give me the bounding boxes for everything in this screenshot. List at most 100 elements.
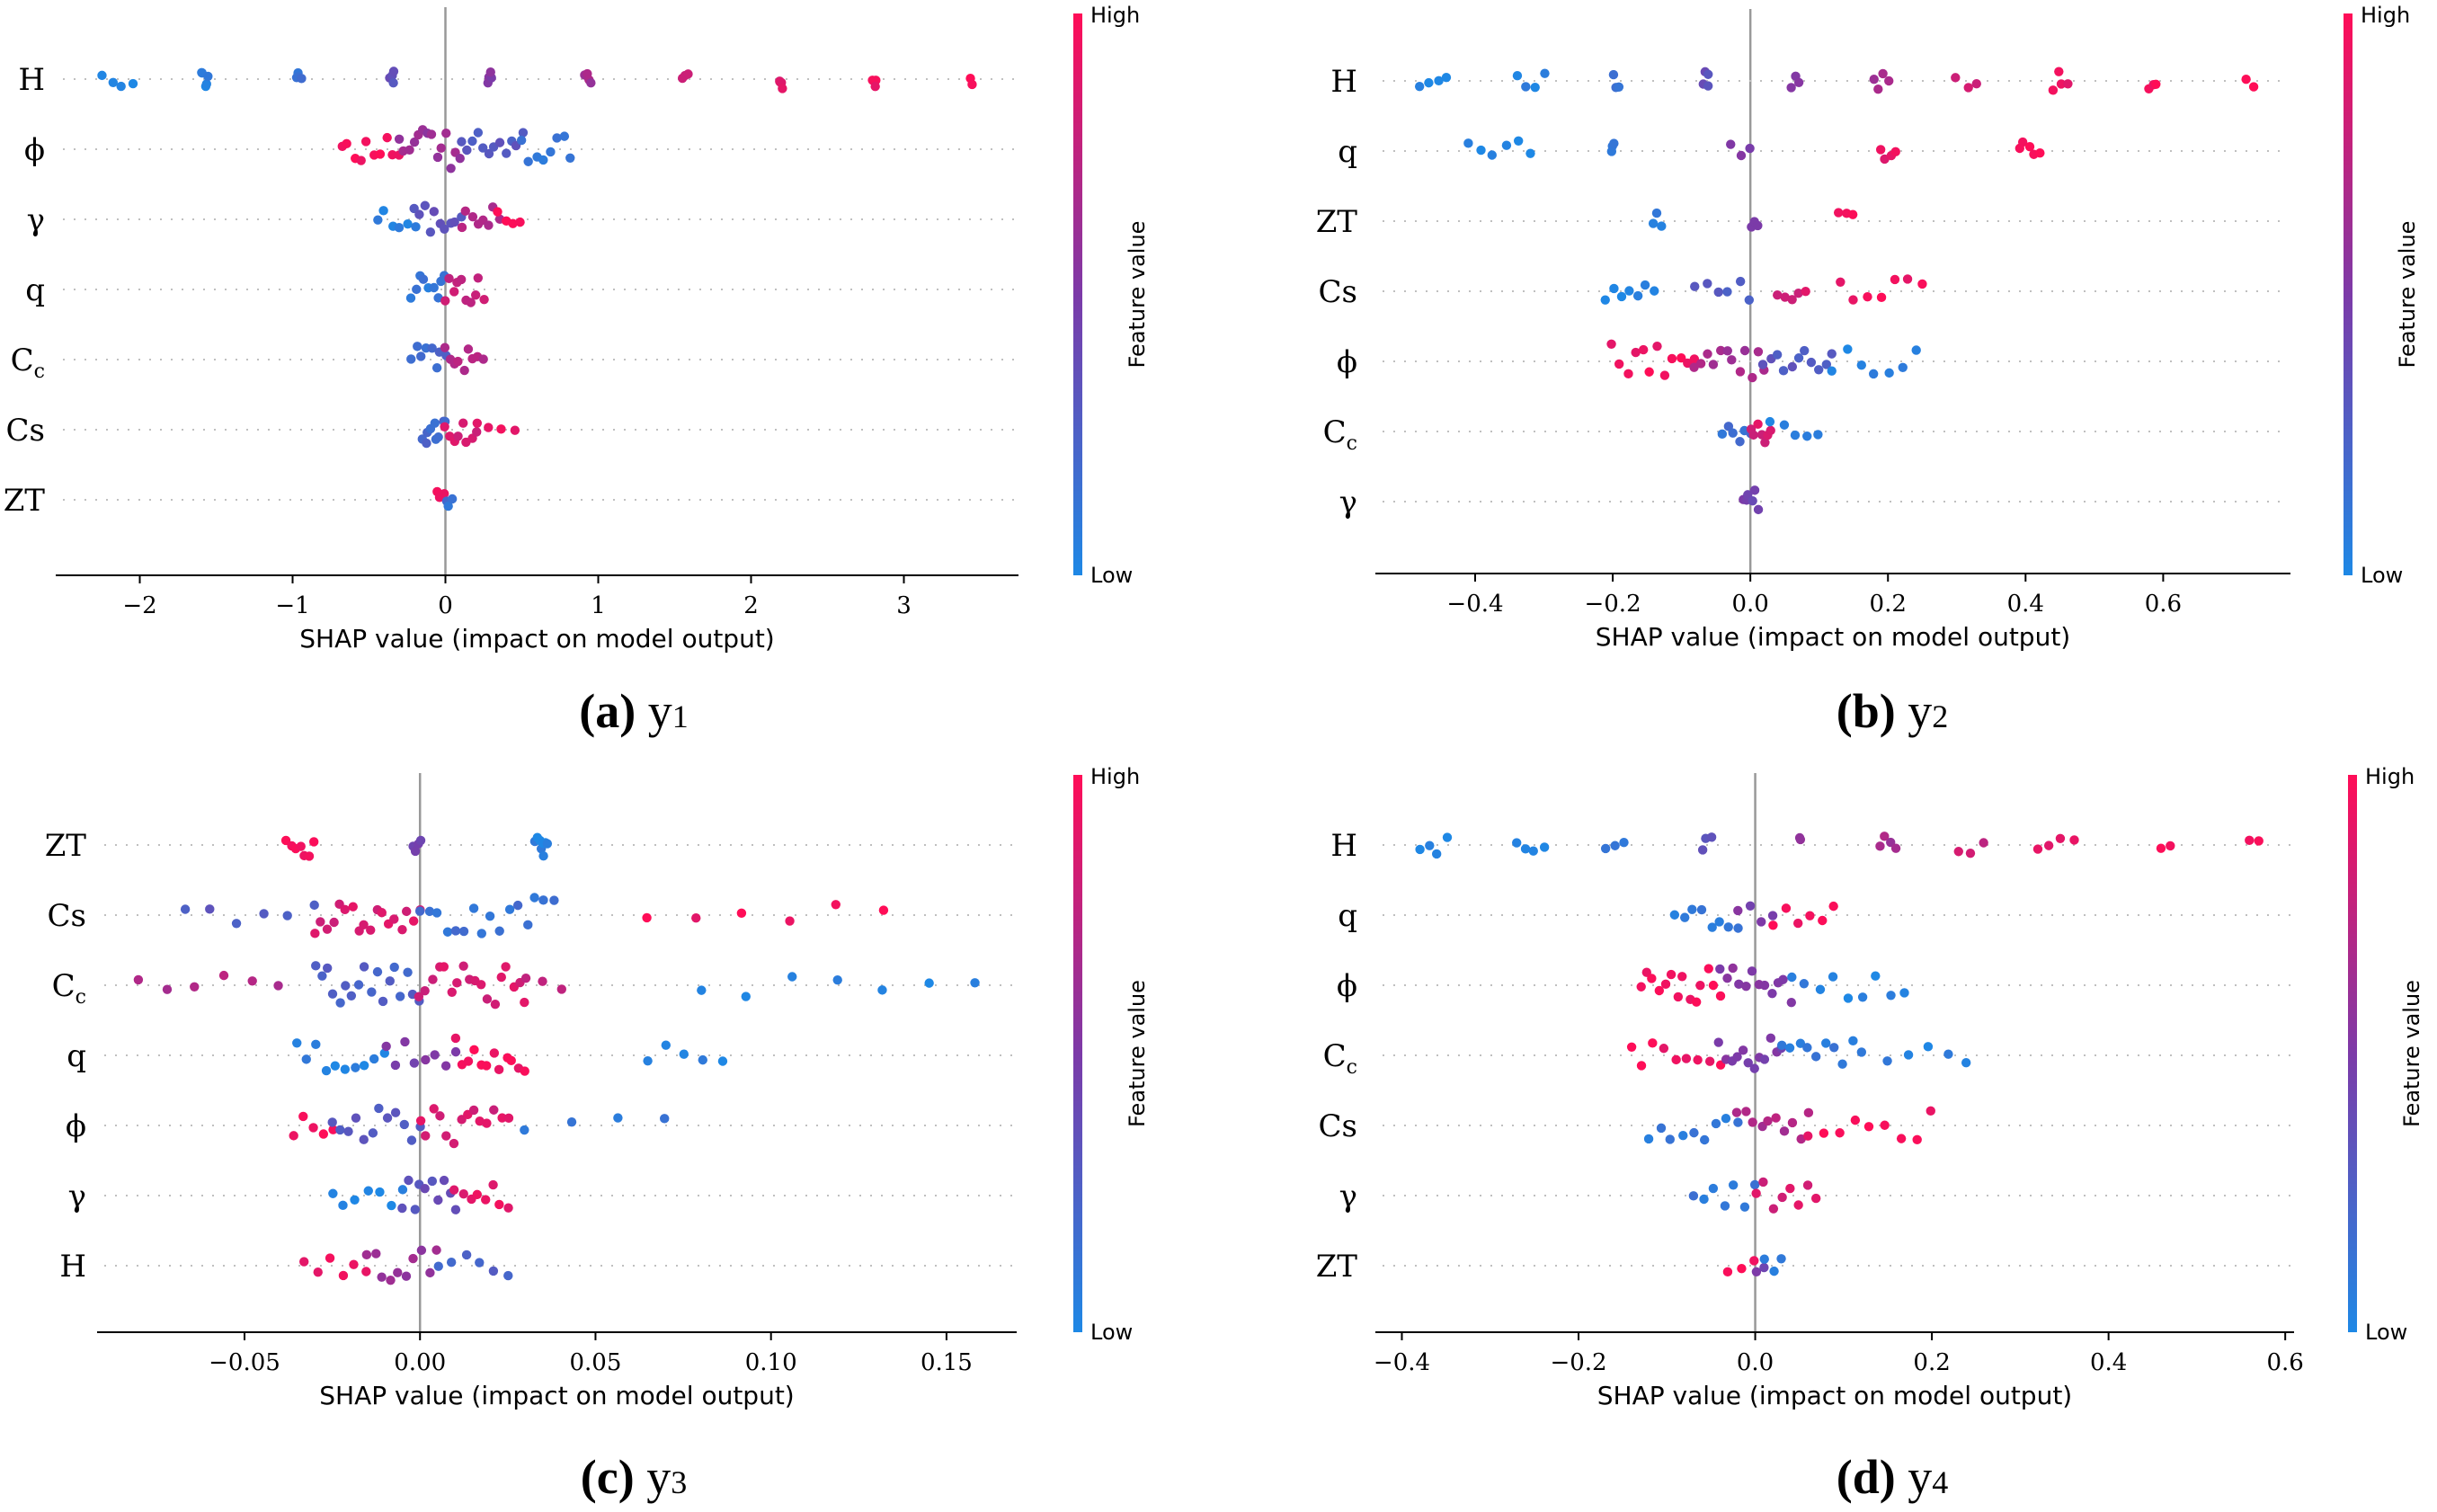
shap-point [420,985,430,996]
shap-point [1608,69,1619,80]
shap-point [1759,980,1770,991]
shap-point [1856,1047,1867,1057]
shap-point [316,917,325,927]
shap-point [359,962,369,972]
shap-point [453,431,463,441]
shap-point [342,138,351,149]
shap-point [546,147,556,157]
shap-point [586,78,596,88]
shap-point [559,131,570,141]
shap-point [1431,849,1442,859]
shap-point [388,67,399,76]
shap-point [1753,220,1763,231]
shap-point [1833,208,1844,218]
shap-point [2248,82,2259,92]
shap-point [341,981,351,991]
shap-point [1748,372,1757,383]
shap-point [1727,355,1737,365]
shap-point [484,148,494,159]
shap-point [397,1203,407,1214]
shap-point [1802,431,1812,441]
shap-point [1843,993,1854,1003]
shap-point [1741,1107,1751,1116]
shap-point [473,128,484,138]
shap-point [1751,1188,1761,1198]
shap-point [1677,353,1686,363]
shap-point [429,282,439,293]
shap-point [785,916,795,926]
shap-point [1606,339,1616,349]
shap-point [461,1250,472,1260]
shap-point [351,1063,360,1072]
shap-point [1647,974,1657,983]
shap-point [538,895,548,905]
shap-point [1525,148,1535,158]
colorbar-title: Feature value [2395,221,2420,369]
shap-point [259,909,269,919]
x-tick-label: −0.4 [1374,1349,1430,1376]
shap-point [778,84,787,93]
shap-point [416,1245,427,1256]
shap-point [458,1189,468,1199]
shap-point [2043,840,2054,850]
shap-point [1695,980,1705,991]
shap-point [1699,1134,1710,1145]
feature-label: Cs [6,413,45,449]
shap-point [1923,1042,1934,1052]
shap-point [289,1131,298,1141]
shap-point [496,972,506,983]
colorbar-title: Feature value [1125,221,1150,369]
shap-point [1501,140,1512,150]
x-tick-label: 1 [591,592,606,619]
shap-point [476,929,486,938]
feature-label: ZT [45,828,87,864]
shap-point [1703,349,1712,359]
shap-point [403,219,413,229]
shap-point [456,274,467,285]
caption-sub: 2 [1932,698,1949,734]
shap-point [1463,138,1473,148]
shap-point [1810,1052,1821,1062]
shap-point [449,1138,459,1149]
shap-point [691,913,701,923]
shap-point [429,1104,439,1114]
shap-point [349,1259,359,1269]
shap-point [1721,1114,1731,1124]
shap-point [512,900,523,911]
shap-point [1648,218,1659,228]
shap-point [1771,1113,1781,1123]
shap-point [447,494,458,504]
shap-point [390,1107,401,1117]
shap-point [1813,430,1823,440]
shap-point [1715,991,1726,1001]
shap-point [430,418,440,428]
shap-point [1876,292,1887,303]
shap-point [387,149,397,160]
colorbar-high-label: High [1090,3,1140,28]
shap-point [2024,142,2035,152]
shap-point [318,1129,329,1139]
shap-point [1869,74,1879,84]
shap-point [367,987,377,997]
shap-point [304,851,315,861]
shap-point [386,1275,396,1285]
shap-point [457,222,467,233]
shap-point [359,1134,369,1144]
x-axis-label: SHAP value (impact on model output) [319,1381,794,1410]
colorbar [1073,13,1082,575]
shap-point [482,1118,492,1128]
shap-point [698,1054,707,1065]
shap-point [1732,1052,1742,1062]
shap-point [2035,148,2045,158]
shap-point [311,961,321,971]
shap-point [1728,963,1738,974]
shap-point [1513,136,1524,146]
shap-point [427,343,437,353]
shap-point [356,156,366,165]
shap-point [2245,835,2255,846]
shap-point [1902,274,1913,284]
shap-point [1689,1127,1699,1138]
shap-point [416,351,426,361]
shap-point [2048,85,2059,95]
